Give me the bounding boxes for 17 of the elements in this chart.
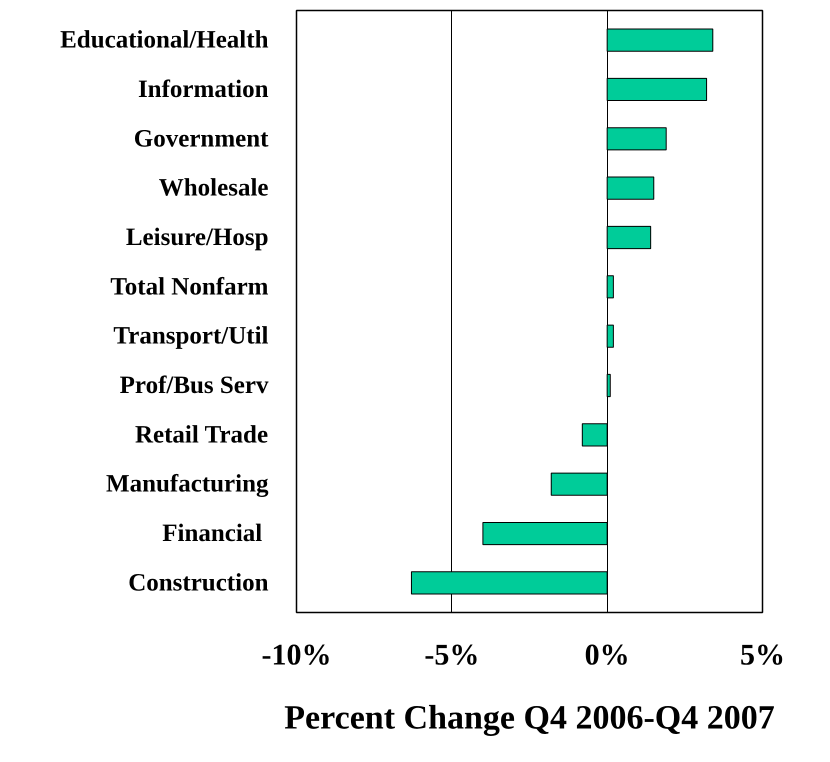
x-tick-label: -5% [424, 638, 480, 672]
y-tick-label: Retail Trade [134, 421, 268, 448]
y-tick-label: Transport/Util [113, 322, 269, 350]
x-axis-title: Percent Change Q4 2006-Q4 2007 [284, 700, 775, 736]
y-tick-label: Government [134, 125, 270, 152]
y-tick-label: Total Nonfarm [110, 273, 269, 300]
y-tick-label: Information [138, 76, 269, 103]
y-tick-label: Wholesale [158, 174, 268, 202]
y-tick-label: Prof/Bus Serv [120, 372, 269, 400]
x-tick-label: -10% [262, 638, 332, 672]
x-tick-label: 0% [584, 638, 630, 672]
y-tick-label: Financial [162, 520, 262, 548]
x-tick-label: 5% [740, 638, 785, 672]
y-tick-label: Educational/Health [60, 26, 269, 54]
y-tick-label: Leisure/Hosp [126, 224, 269, 251]
y-tick-label: Construction [128, 569, 269, 596]
y-tick-label: Manufacturing [106, 470, 269, 498]
